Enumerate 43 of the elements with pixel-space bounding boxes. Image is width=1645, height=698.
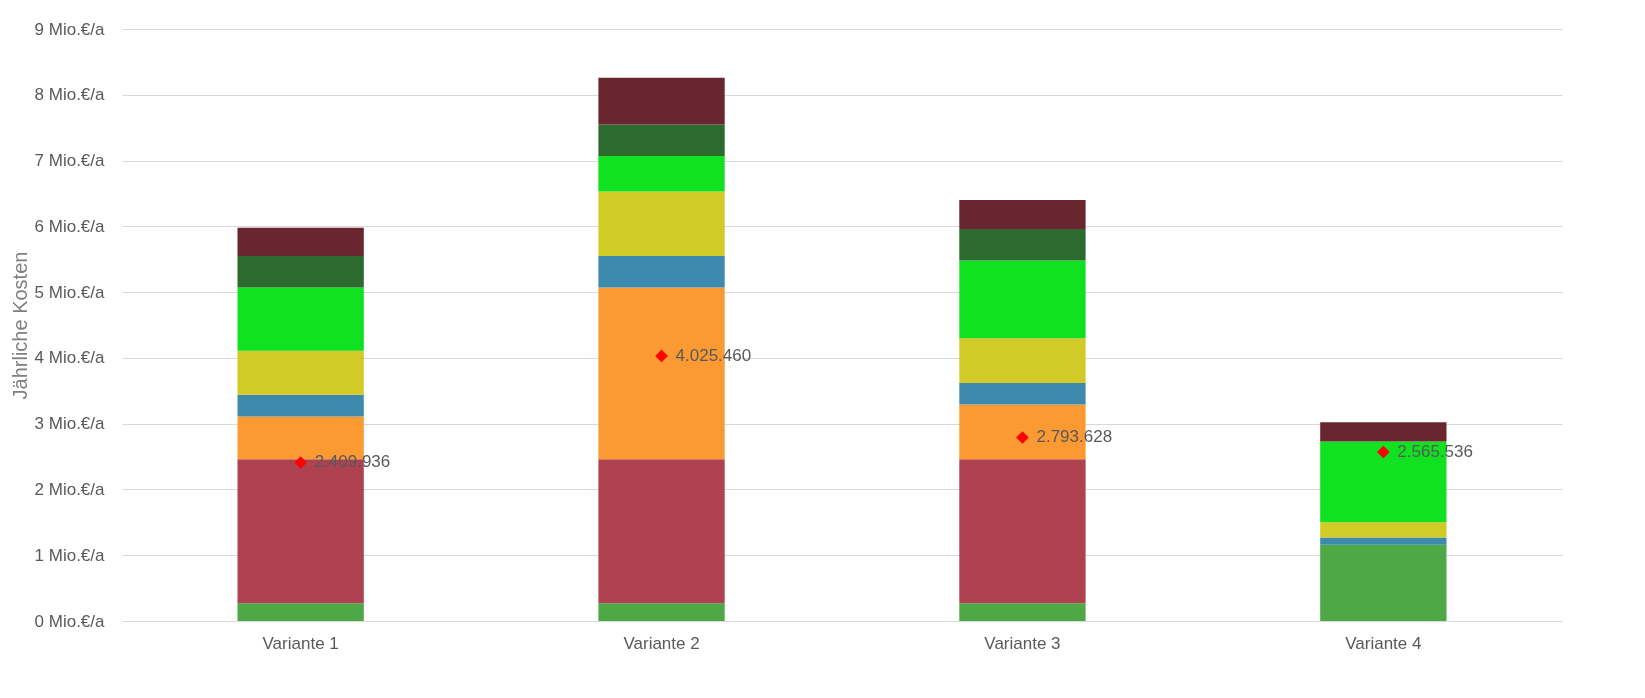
x-tick-label: Variante 4 xyxy=(1345,633,1422,653)
bar xyxy=(237,603,364,621)
bar xyxy=(237,255,364,288)
bar xyxy=(959,459,1086,604)
point xyxy=(655,349,668,363)
y-tick-label: 9 Mio.€/a xyxy=(34,19,106,39)
bar xyxy=(598,155,725,192)
y-tick-label: 2 Mio.€/a xyxy=(34,479,106,499)
bar xyxy=(1320,537,1447,545)
y-tick-label: 3 Mio.€/a xyxy=(34,414,106,434)
y-tick-label: 8 Mio.€/a xyxy=(34,85,106,105)
bar xyxy=(959,228,1086,261)
point xyxy=(1377,445,1390,459)
bar xyxy=(959,603,1086,621)
bar xyxy=(598,459,725,604)
bar xyxy=(959,338,1086,383)
bar xyxy=(598,191,725,256)
point xyxy=(294,456,307,469)
bar xyxy=(598,124,725,156)
y-axis-title: Jährliche Kosten xyxy=(8,251,31,400)
bar xyxy=(237,287,364,351)
bar xyxy=(1320,522,1447,538)
bar xyxy=(1320,422,1447,442)
bar xyxy=(598,255,725,288)
point xyxy=(1016,431,1029,444)
y-tick-label: 6 Mio.€/a xyxy=(34,216,106,236)
x-tick-label: Variante 2 xyxy=(623,633,700,653)
y-tick-label: 7 Mio.€/a xyxy=(34,151,106,171)
bar xyxy=(959,260,1086,339)
bar xyxy=(959,382,1086,405)
bar xyxy=(598,603,725,621)
bar xyxy=(959,200,1086,229)
y-tick-label: 4 Mio.€/a xyxy=(34,348,106,368)
y-tick-label: 1 Mio.€/a xyxy=(34,545,106,565)
bar xyxy=(237,350,364,395)
y-tick-label: 5 Mio.€/a xyxy=(34,282,106,302)
bar xyxy=(1320,544,1447,621)
bar xyxy=(237,227,364,256)
x-tick-label: Variante 3 xyxy=(984,633,1061,653)
bar xyxy=(237,394,364,417)
y-tick-label: 0 Mio.€/a xyxy=(34,611,106,631)
x-tick-label: Variante 1 xyxy=(262,633,339,653)
bar xyxy=(598,77,725,125)
